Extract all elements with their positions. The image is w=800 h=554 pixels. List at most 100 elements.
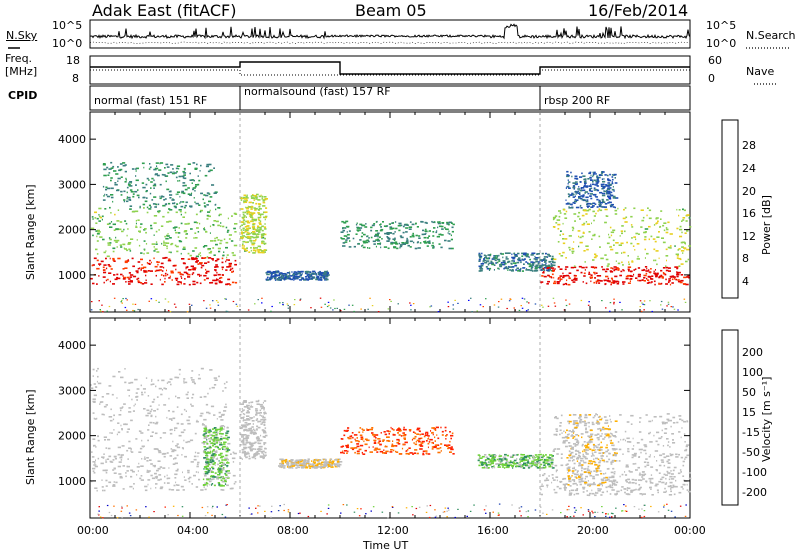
power-cell — [487, 263, 490, 266]
power-cell — [115, 173, 119, 175]
power-cell — [169, 171, 173, 174]
power-cell — [248, 232, 250, 234]
power-cell — [261, 236, 265, 239]
power-cell — [374, 233, 377, 236]
power-cell — [419, 242, 422, 244]
power-cell — [543, 275, 547, 278]
power-cell — [583, 275, 586, 277]
power-cell — [581, 235, 584, 238]
power-cell — [492, 257, 496, 260]
power-cell — [682, 283, 686, 285]
velocity-cell — [113, 429, 115, 431]
velocity-cell — [201, 442, 205, 444]
power-cell — [352, 237, 355, 240]
velocity-cell — [324, 465, 327, 467]
power-cell — [569, 249, 571, 251]
power-cell — [580, 187, 582, 190]
velocity-cell — [205, 434, 207, 437]
velocity-cell — [158, 404, 160, 406]
power-speckle — [497, 306, 500, 308]
power-cell — [168, 220, 172, 223]
power-cell — [484, 256, 488, 259]
power-cell — [192, 283, 196, 286]
velocity-cell — [139, 477, 142, 480]
power-cell — [597, 210, 599, 212]
power-cell — [250, 236, 254, 238]
velocity-cell — [246, 434, 250, 437]
velocity-cell — [672, 469, 675, 472]
power-cell — [584, 191, 588, 193]
velocity-cell — [232, 474, 236, 477]
velocity-cell — [308, 463, 311, 466]
power-cell — [668, 278, 671, 280]
velocity-cell — [138, 430, 140, 432]
power-ytick-label: 2000 — [58, 224, 86, 237]
power-cell — [103, 168, 107, 171]
power-cell — [420, 221, 424, 223]
velocity-cell — [242, 417, 244, 420]
power-cell — [551, 273, 554, 276]
velocity-cell — [241, 408, 243, 410]
velocity-cell — [167, 477, 171, 480]
velocity-cell — [482, 462, 486, 465]
velocity-cell — [94, 386, 97, 388]
velocity-cell — [219, 484, 223, 487]
velocity-cell — [224, 387, 227, 389]
power-cell — [217, 239, 220, 241]
power-cell — [156, 165, 158, 167]
power-cell — [610, 248, 614, 251]
power-cell — [668, 280, 671, 282]
power-cell — [578, 265, 582, 268]
power-cell — [204, 194, 209, 197]
velocity-cell — [403, 433, 405, 435]
power-cell — [153, 222, 157, 224]
velocity-cell — [424, 432, 427, 435]
velocity-cell — [243, 434, 247, 436]
velocity-cell — [225, 474, 228, 476]
power-cell — [170, 251, 172, 254]
power-cell — [145, 279, 147, 282]
velocity-cell — [209, 461, 213, 463]
power-cell — [247, 225, 250, 227]
power-cell — [129, 280, 133, 282]
velocity-cell — [103, 413, 105, 416]
power-cell — [205, 268, 207, 271]
power-cell — [432, 246, 435, 248]
velocity-cell — [638, 488, 641, 490]
power-speckle — [660, 304, 662, 306]
power-cell — [605, 258, 609, 261]
velocity-cell — [564, 488, 566, 490]
power-cell — [677, 266, 679, 268]
power-cell — [395, 243, 399, 245]
velocity-cell — [348, 437, 352, 440]
velocity-cell — [352, 436, 354, 439]
power-cell — [261, 240, 264, 243]
power-cell — [594, 267, 596, 269]
velocity-cell — [670, 488, 672, 490]
power-cell — [479, 256, 481, 259]
power-cell — [182, 216, 185, 218]
velocity-cell — [160, 393, 163, 396]
velocity-cell — [244, 424, 247, 426]
power-cell — [387, 237, 390, 239]
power-cell — [285, 273, 287, 275]
velocity-cell — [291, 465, 295, 467]
velocity-cell — [154, 422, 158, 425]
velocity-cell — [355, 440, 359, 442]
velocity-cell — [204, 482, 207, 484]
velocity-cell — [246, 404, 250, 407]
velocity-cell — [485, 456, 488, 458]
power-speckle — [326, 305, 329, 308]
velocity-cell — [206, 456, 209, 459]
power-cell — [606, 215, 609, 217]
power-cell — [254, 218, 258, 221]
power-cell — [95, 248, 98, 251]
power-cell — [216, 271, 218, 274]
velocity-cell — [513, 461, 515, 463]
power-cell — [578, 245, 580, 248]
power-cell — [571, 175, 573, 178]
velocity-cell — [389, 451, 393, 453]
velocity-cell — [189, 439, 194, 442]
velocity-cell — [552, 479, 556, 481]
velocity-cell — [597, 474, 599, 476]
